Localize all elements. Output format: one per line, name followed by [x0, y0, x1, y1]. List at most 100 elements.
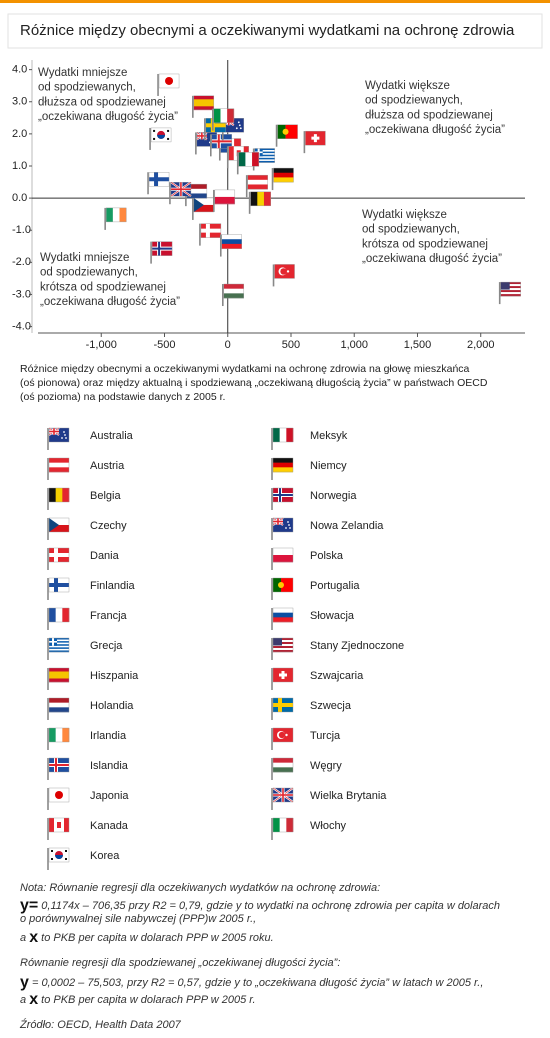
annotation: od spodziewanych,	[40, 267, 138, 279]
flag-part	[254, 150, 275, 152]
legend-item: Australia	[47, 427, 134, 450]
annotation: od spodziewanych,	[38, 82, 136, 94]
flag-marker	[275, 124, 298, 147]
flag-border	[151, 241, 173, 256]
legend-item: Grecja	[47, 637, 123, 660]
legend-label: Hiszpania	[90, 670, 139, 682]
flag-part	[273, 638, 293, 641]
note-text: a	[20, 932, 29, 944]
flag-marker	[157, 73, 180, 96]
flag-part	[273, 612, 293, 618]
flag-border	[48, 847, 70, 863]
flag-part	[51, 850, 53, 852]
y-tick-label: -3.0	[12, 288, 31, 300]
legend-item: Turcja	[271, 727, 341, 750]
flag-part	[273, 548, 293, 556]
flag-part	[49, 645, 69, 648]
flag-part	[254, 156, 275, 159]
flag-part	[49, 488, 56, 502]
flag-border	[48, 637, 70, 653]
flag-border	[48, 427, 70, 443]
legend-item: Finlandia	[47, 577, 136, 600]
flag-part	[149, 177, 170, 182]
flag-part	[106, 207, 114, 222]
legend-label: Islandia	[90, 760, 129, 772]
flag-marker	[212, 108, 235, 131]
legend-label: Irlandia	[90, 730, 127, 742]
flag-part	[55, 791, 63, 799]
flag-part	[200, 228, 221, 233]
flag-marker	[192, 197, 215, 220]
flag-marker	[104, 207, 127, 230]
note-text: Nota: Równanie regresji dla oczekiwanych…	[20, 882, 380, 894]
x-tick-label: 0	[225, 339, 231, 351]
flag-part	[55, 855, 63, 859]
annotation: Wydatki większe	[362, 209, 447, 221]
flag-part	[273, 608, 293, 613]
x-tick-label: 1,500	[404, 339, 432, 351]
flag-part	[49, 518, 59, 532]
flag-border	[272, 697, 294, 713]
note-text: to PKB per capita w dolarach PPP w 2005 …	[38, 994, 255, 1006]
flag-part	[250, 191, 258, 206]
flag-part	[273, 762, 293, 768]
flag-part	[254, 160, 275, 163]
annotation: „oczekiwana długość życia”	[38, 111, 178, 123]
flag-part	[247, 175, 268, 181]
note-text: Równanie regresji dla spodziewanej „ocze…	[20, 957, 340, 969]
annotation: dłuższa od spodziewanej	[365, 109, 493, 121]
flag-part	[51, 858, 53, 860]
flag-border	[223, 283, 245, 299]
y-tick-label: -2.0	[12, 256, 31, 268]
flag-border	[48, 787, 70, 803]
flag-part	[223, 293, 244, 299]
flag-part	[273, 520, 283, 523]
flag-part	[237, 121, 240, 124]
y-tick-label: 1.0	[12, 160, 27, 172]
legend-item: Francja	[47, 607, 128, 630]
flag-marker	[169, 181, 192, 205]
flag-part	[205, 123, 226, 128]
legend-item: Kanada	[47, 817, 129, 840]
flag-border	[250, 191, 271, 207]
flag-border	[277, 124, 298, 139]
flag-part	[49, 644, 69, 646]
annotation: krótsza od spodziewanej	[40, 281, 166, 293]
flag-part	[65, 437, 67, 439]
flag-part	[286, 818, 294, 832]
flag-part	[49, 518, 69, 525]
flag-part	[279, 673, 287, 677]
legend-label: Holandia	[90, 700, 134, 712]
flag-border	[48, 697, 70, 713]
flag-part	[55, 608, 63, 622]
annotation: od spodziewanych,	[365, 95, 463, 107]
flag-border	[48, 817, 70, 833]
flag-part	[273, 555, 293, 563]
flag-part	[49, 583, 69, 587]
flag-part	[221, 243, 242, 249]
flag-part	[193, 95, 214, 100]
flag-part	[49, 462, 69, 468]
flag-border	[48, 667, 70, 683]
flag-part	[64, 434, 66, 436]
flag-part	[254, 159, 275, 162]
flag-part	[278, 731, 286, 739]
flag-part	[273, 168, 294, 174]
flag-part	[193, 99, 214, 104]
flag-border	[213, 108, 235, 123]
flag-part	[49, 642, 69, 645]
flag-border	[272, 517, 294, 533]
flag-marker	[213, 189, 236, 212]
flag-part	[273, 177, 294, 183]
flag-border	[272, 787, 294, 803]
flag-part	[49, 553, 69, 557]
chart-title: Różnice między obecnymi a oczekiwanymi w…	[20, 22, 515, 39]
flag-part	[61, 437, 63, 439]
flag-part	[49, 648, 69, 651]
flag-part	[49, 641, 69, 643]
legend-label: Meksyk	[310, 430, 348, 442]
flag-part	[165, 76, 174, 85]
legend-item: Austria	[47, 457, 125, 480]
flag-part	[280, 268, 287, 275]
